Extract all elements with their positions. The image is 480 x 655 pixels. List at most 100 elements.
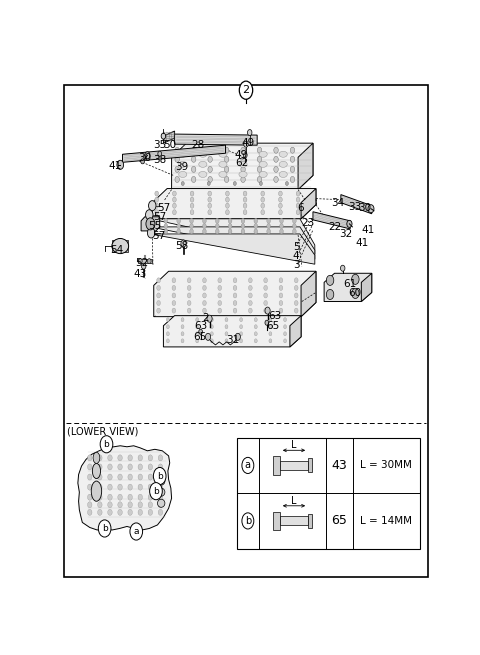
Circle shape [108, 484, 112, 490]
Text: 65: 65 [331, 514, 348, 527]
Circle shape [118, 474, 122, 480]
Polygon shape [324, 273, 372, 301]
Circle shape [187, 301, 191, 305]
Circle shape [274, 147, 278, 153]
Circle shape [243, 203, 247, 208]
Circle shape [207, 181, 210, 185]
Ellipse shape [259, 172, 267, 178]
Circle shape [241, 147, 245, 153]
Ellipse shape [259, 161, 267, 168]
Text: 35: 35 [153, 140, 167, 150]
Ellipse shape [92, 464, 100, 479]
Circle shape [151, 229, 155, 234]
Text: 33: 33 [348, 202, 361, 212]
Circle shape [154, 468, 166, 485]
Circle shape [155, 191, 158, 196]
Circle shape [190, 229, 193, 234]
Polygon shape [298, 143, 313, 189]
Polygon shape [341, 195, 372, 214]
Circle shape [87, 510, 92, 515]
Circle shape [208, 166, 212, 172]
Circle shape [241, 218, 245, 223]
Circle shape [226, 197, 229, 202]
Circle shape [181, 240, 186, 247]
Circle shape [108, 464, 112, 470]
Circle shape [269, 318, 272, 322]
Circle shape [145, 210, 153, 220]
Text: b: b [153, 487, 159, 496]
Circle shape [225, 325, 228, 329]
Circle shape [261, 197, 264, 202]
Text: 3: 3 [293, 259, 300, 270]
Text: a: a [245, 460, 251, 470]
Circle shape [279, 286, 283, 290]
Circle shape [264, 308, 267, 313]
Circle shape [218, 308, 222, 313]
Circle shape [138, 474, 143, 480]
Ellipse shape [239, 172, 247, 178]
Circle shape [269, 325, 272, 329]
Circle shape [181, 325, 184, 329]
Circle shape [292, 229, 296, 234]
Circle shape [190, 197, 194, 202]
Circle shape [326, 290, 334, 299]
Circle shape [108, 494, 112, 500]
Circle shape [210, 325, 213, 329]
Circle shape [172, 293, 176, 298]
Circle shape [249, 278, 252, 283]
Circle shape [208, 210, 212, 215]
Circle shape [148, 494, 153, 500]
Circle shape [278, 197, 282, 202]
Circle shape [280, 229, 283, 234]
Circle shape [347, 220, 352, 227]
Circle shape [267, 223, 271, 229]
Circle shape [240, 318, 242, 322]
Ellipse shape [179, 151, 187, 157]
Circle shape [87, 464, 92, 470]
Circle shape [172, 210, 176, 215]
Circle shape [208, 157, 212, 162]
Circle shape [203, 301, 206, 305]
Circle shape [138, 464, 143, 470]
Circle shape [167, 339, 169, 343]
Circle shape [167, 332, 169, 336]
Text: 49: 49 [241, 138, 254, 148]
Circle shape [224, 157, 229, 162]
Circle shape [158, 502, 163, 508]
Circle shape [147, 228, 155, 238]
Circle shape [138, 502, 143, 508]
Circle shape [175, 166, 180, 172]
Circle shape [117, 160, 124, 170]
Circle shape [279, 301, 283, 305]
Circle shape [243, 191, 247, 196]
Circle shape [294, 301, 298, 305]
Circle shape [128, 510, 132, 515]
Circle shape [216, 218, 219, 223]
Text: 4: 4 [293, 251, 300, 261]
Circle shape [225, 318, 228, 322]
Circle shape [158, 455, 163, 461]
Ellipse shape [219, 151, 227, 157]
Circle shape [138, 455, 143, 461]
Circle shape [257, 157, 262, 162]
Circle shape [164, 229, 168, 234]
Circle shape [228, 218, 232, 223]
Circle shape [243, 153, 247, 158]
Polygon shape [138, 259, 152, 263]
Ellipse shape [157, 499, 165, 507]
Text: 23: 23 [301, 218, 314, 228]
Circle shape [199, 329, 203, 334]
Circle shape [196, 318, 199, 322]
Circle shape [158, 151, 162, 157]
Circle shape [138, 484, 143, 490]
Circle shape [177, 229, 180, 234]
Circle shape [158, 494, 163, 500]
Circle shape [243, 197, 247, 202]
Circle shape [196, 325, 199, 329]
Polygon shape [313, 212, 350, 229]
Text: 57: 57 [152, 231, 165, 241]
Text: 63: 63 [268, 310, 282, 321]
Circle shape [172, 308, 176, 313]
Circle shape [148, 502, 153, 508]
Circle shape [242, 457, 254, 474]
